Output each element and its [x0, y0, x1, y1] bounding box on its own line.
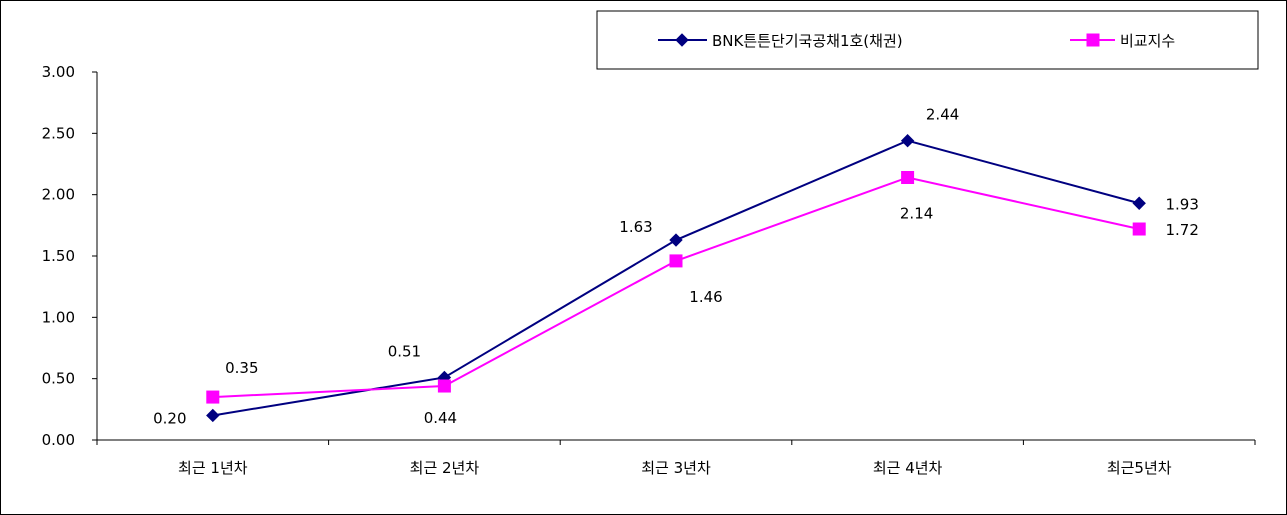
legend-label-1: BNK튼튼단기국공채1호(채권)	[712, 32, 903, 50]
legend-box	[596, 10, 1259, 70]
series-2-marker	[901, 170, 915, 184]
series-1-marker	[900, 133, 915, 148]
y-tick-label: 1.50	[42, 247, 75, 265]
series-line-2	[212, 176, 1140, 399]
legend-marker-1	[675, 33, 689, 47]
legend-marker-2	[1086, 33, 1100, 47]
series-2-marker	[1132, 222, 1146, 236]
x-tick-label: 최근 3년차	[641, 459, 711, 477]
data-label: 1.46	[689, 288, 722, 306]
series-1-marker	[1132, 196, 1146, 210]
data-label: 2.44	[926, 106, 959, 124]
data-label: 1.72	[1165, 221, 1198, 239]
x-tick-label: 최근 1년차	[178, 459, 248, 477]
y-tick-label: 1.00	[42, 308, 75, 326]
x-tick-label: 최근 4년차	[873, 459, 943, 477]
data-label: 1.63	[619, 218, 652, 236]
data-label: 1.93	[1165, 195, 1198, 213]
y-tick-label: 0.50	[42, 370, 75, 388]
series-lines	[212, 139, 1140, 417]
y-tick-label: 2.50	[42, 124, 75, 142]
series-2-marker	[437, 379, 451, 393]
y-tick-label: 3.00	[42, 63, 75, 81]
series-1-marker	[206, 408, 220, 423]
markers	[206, 133, 1146, 423]
data-label: 0.51	[388, 342, 421, 360]
series-1-marker	[669, 233, 683, 247]
y-tick-label: 2.00	[42, 186, 75, 204]
axes: 0.00 0.50 1.00 1.50 2.00 2.50 3.00 최근 1년차 최근 2년차…	[42, 63, 1256, 477]
series-2-marker	[669, 254, 683, 268]
x-tick-label: 최근 2년차	[410, 459, 480, 477]
y-tick-label: 0.00	[42, 431, 75, 449]
data-label: 0.20	[153, 409, 186, 427]
series-line-1	[212, 139, 1140, 417]
legend-label-2: 비교지수	[1120, 32, 1175, 50]
data-label: 0.44	[424, 409, 457, 427]
data-label: 2.14	[900, 204, 933, 222]
series-2-marker	[206, 390, 220, 404]
data-labels: 0.20 0.51 1.63 2.44 1.93 0.35 0.44 1.46 2.14 1.72	[153, 106, 1199, 428]
data-label: 0.35	[225, 359, 258, 377]
legend: BNK튼튼단기국공채1호(채권) 비교지수	[596, 10, 1259, 70]
x-tick-label: 최근5년차	[1107, 459, 1172, 477]
